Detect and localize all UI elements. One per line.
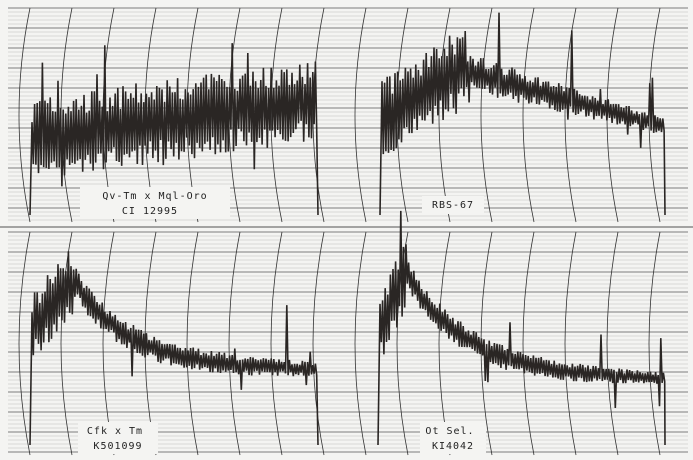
label-box: Ot Sel. KI4042 bbox=[420, 422, 486, 454]
panel-label: KI4042 bbox=[432, 441, 474, 452]
panel-label: Cfk x Tm bbox=[87, 426, 143, 437]
page: {"panels": [ {"lines": ["Qv-Tm x Mql-Oro… bbox=[0, 0, 693, 460]
panel-label: RBS-67 bbox=[432, 200, 474, 211]
panel-label: CI 12995 bbox=[122, 206, 178, 217]
panel-label: Qv-Tm x Mql-Oro bbox=[102, 191, 207, 202]
label-box: RBS-67 bbox=[422, 196, 484, 214]
panel-label: K501099 bbox=[93, 441, 142, 452]
recorder-sheet: Qv-Tm x Mql-Oro CI 12995 RBS-67 Cfk x Tm… bbox=[0, 0, 693, 460]
label-box: Qv-Tm x Mql-Oro CI 12995 bbox=[80, 187, 230, 219]
panel-label: Ot Sel. bbox=[425, 426, 474, 437]
label-box: Cfk x Tm K501099 bbox=[78, 422, 158, 454]
